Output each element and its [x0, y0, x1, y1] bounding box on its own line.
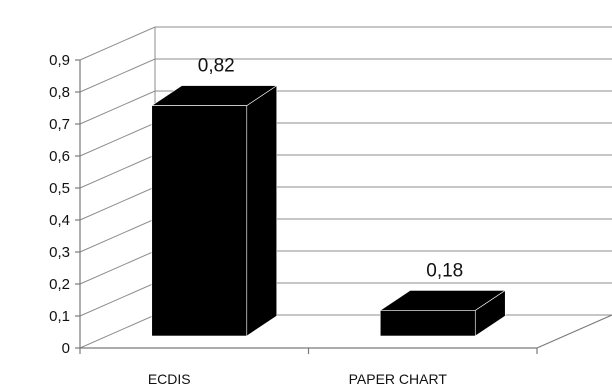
x-axis-labels: ECDIS PAPER CHART: [148, 371, 447, 387]
data-label: 0,82: [198, 56, 235, 77]
gridline-8: [79, 58, 612, 93]
gridline-9: [79, 26, 612, 61]
bar-front: [379, 310, 476, 337]
chart-bars: [150, 85, 507, 337]
y-tick-label: 0,3: [49, 244, 70, 261]
bar-side: [246, 85, 278, 337]
y-tick-label: 0,9: [49, 52, 70, 69]
y-tick-label: 0,2: [49, 276, 70, 293]
y-tick-label: 0,1: [49, 308, 70, 325]
data-label: 0,18: [426, 260, 463, 281]
chart-axes: [79, 27, 612, 354]
x-category-label: PAPER CHART: [349, 371, 448, 387]
bar-paper-chart: [379, 289, 507, 337]
bar-ecdis: [150, 85, 278, 337]
y-tick-label: 0,4: [49, 212, 70, 229]
y-tick-label: 0,7: [49, 116, 70, 133]
y-axis-ticks: 0 0,1 0,2 0,3 0,4 0,5 0,6 0,7 0,8 0,9: [49, 52, 80, 357]
y-tick-label: 0,8: [49, 84, 70, 101]
y-tick-label: 0,6: [49, 148, 70, 165]
y-tick-label: 0,5: [49, 180, 70, 197]
bar-front: [151, 105, 248, 337]
y-tick-label: 0: [62, 340, 70, 357]
data-labels: 0,82 0,18: [198, 56, 463, 282]
x-category-label: ECDIS: [148, 371, 191, 387]
floor-right-edge: [536, 314, 612, 349]
